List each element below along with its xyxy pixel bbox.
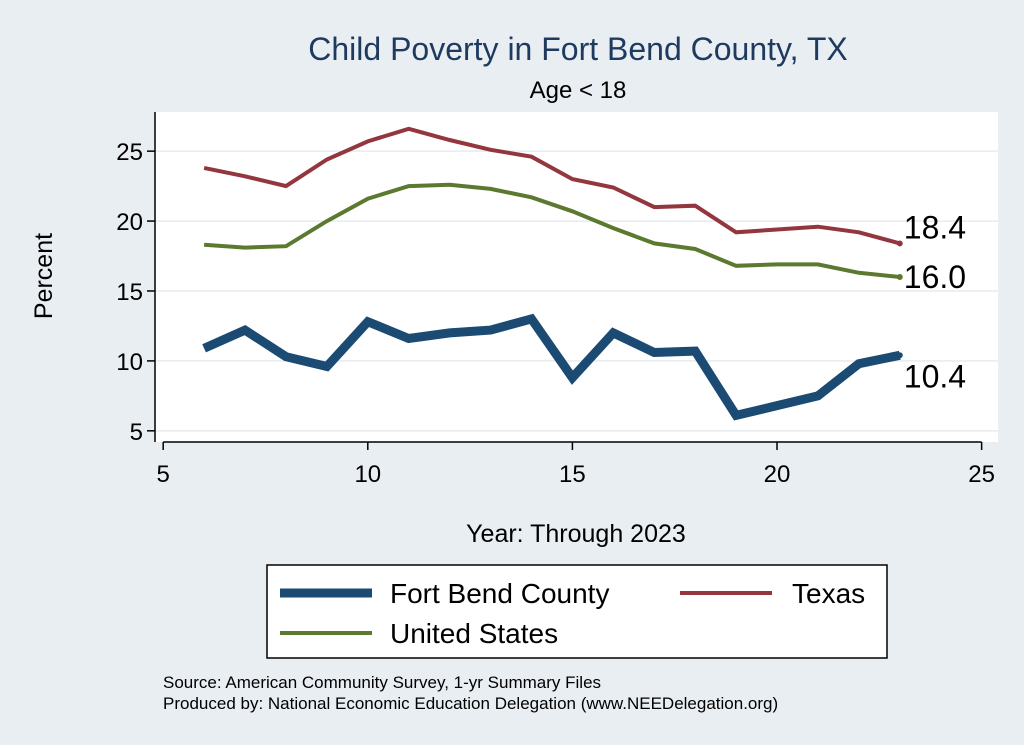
source-line-1: Source: American Community Survey, 1-yr … — [163, 673, 601, 692]
x-tick-label: 10 — [354, 461, 381, 488]
axes: 5 10 15 20 25 5 10 15 20 25 — [116, 112, 995, 488]
legend-box — [266, 564, 888, 659]
chart-title: Child Poverty in Fort Bend County, TX — [308, 31, 848, 67]
end-label-texas: 18.4 — [904, 209, 966, 245]
series-end-point-united-states — [896, 274, 903, 280]
y-axis-label: Percent — [30, 233, 58, 319]
series-layer — [202, 126, 903, 421]
x-tick-label: 20 — [764, 461, 791, 488]
x-tick-label: 5 — [157, 461, 170, 488]
legend-label-texas: Texas — [792, 578, 865, 609]
legend: Fort Bend County Texas United States — [266, 564, 888, 659]
y-tick-label: 5 — [130, 419, 143, 446]
y-tick-label: 20 — [116, 209, 143, 236]
legend-label-fort-bend-county: Fort Bend County — [390, 578, 609, 609]
y-tick-label: 10 — [116, 349, 143, 376]
y-tick-label: 25 — [116, 139, 143, 166]
chart-subtitle: Age < 18 — [530, 77, 627, 104]
series-line-texas — [203, 126, 901, 246]
x-axis-label: Year: Through 2023 — [466, 520, 686, 548]
end-label-fort-bend-county: 10.4 — [904, 358, 966, 394]
legend-label-united-states: United States — [390, 618, 558, 649]
x-tick-label: 25 — [968, 461, 995, 488]
series-line-united-states — [203, 182, 901, 279]
end-label-united-states: 16.0 — [904, 259, 966, 295]
series-end-point-texas — [896, 240, 903, 247]
source-line-2: Produced by: National Economic Education… — [163, 694, 778, 713]
series-line-fort-bend-county — [202, 313, 901, 421]
series-end-point-fort-bend-county — [896, 352, 903, 359]
source-notes: Source: American Community Survey, 1-yr … — [163, 673, 778, 713]
x-tick-label: 15 — [559, 461, 586, 488]
y-tick-label: 15 — [116, 279, 143, 306]
end-labels: 10.4 18.4 16.0 — [904, 209, 966, 394]
plot-area — [155, 112, 998, 442]
